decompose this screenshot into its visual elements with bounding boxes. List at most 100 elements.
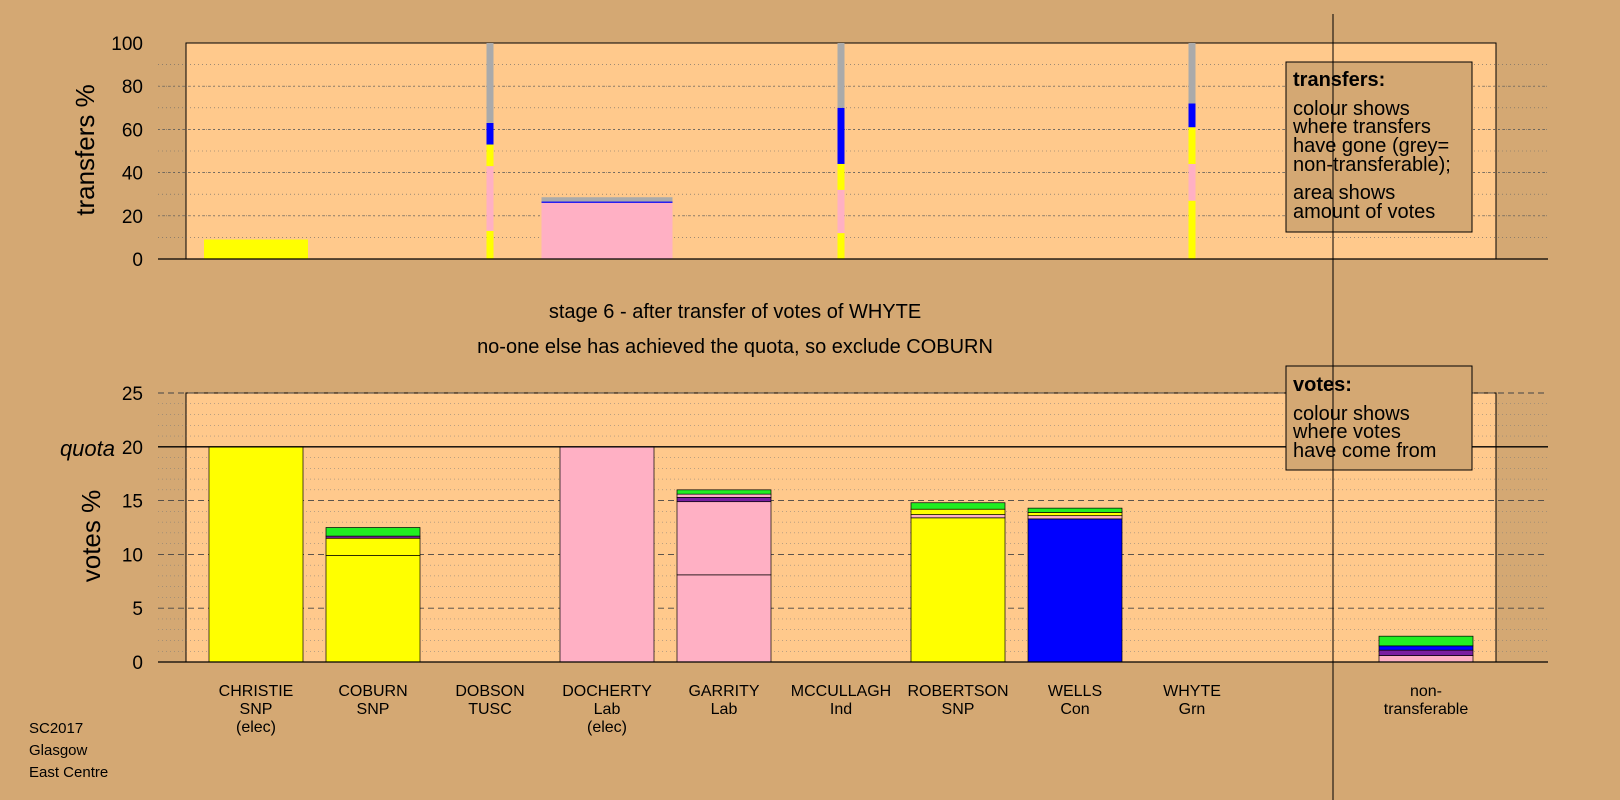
- vote-bar-segment: [559, 446, 655, 663]
- vote-bar-segment: [1378, 635, 1474, 647]
- transfer-bar-segment: [837, 189, 845, 234]
- footer: SC2017 Glasgow East Centre: [29, 720, 108, 781]
- candidate-label: MCCULLAGH: [791, 683, 891, 700]
- candidate-label: (elec): [236, 719, 276, 736]
- transfers-tick-label: 60: [122, 120, 143, 141]
- vote-bar-segment: [1027, 515, 1123, 520]
- candidate-label: WELLS: [1048, 683, 1102, 700]
- transfer-bar-segment: [541, 201, 673, 203]
- transfers-tick-label: 20: [122, 207, 143, 228]
- transfer-bar-segment: [486, 43, 494, 123]
- transfer-bar-segment: [486, 230, 494, 259]
- transfers-tick-label: 40: [122, 164, 143, 185]
- vote-bar-segment: [676, 493, 772, 498]
- transfers-y-axis-title: transfers %: [70, 84, 100, 216]
- votes-tick-label: 25: [122, 384, 143, 405]
- vote-bar-segment: [676, 489, 772, 495]
- votes-tick-label: 5: [132, 599, 143, 620]
- votes-y-axis-title: votes %: [76, 490, 106, 583]
- transfer-bar-segment: [1188, 200, 1196, 259]
- transfer-bar-segment: [1188, 103, 1196, 128]
- transfers-legend-line: area shows: [1293, 182, 1395, 204]
- votes-legend-box: [1285, 365, 1473, 471]
- candidate-label: non-: [1410, 683, 1442, 700]
- transfer-bar-segment: [1188, 43, 1196, 104]
- transfers-legend-title: transfers:: [1293, 69, 1385, 91]
- footer-ward: East Centre: [29, 764, 108, 781]
- candidate-label: SNP: [942, 701, 975, 718]
- gridlines: [158, 64, 1548, 652]
- transfer-bar-segment: [486, 122, 494, 145]
- transfers-tick-label: 80: [122, 77, 143, 98]
- transfer-bar-segment: [837, 163, 845, 190]
- footer-election: SC2017: [29, 720, 83, 737]
- transfers-legend-line: have gone (grey=: [1293, 135, 1449, 157]
- transfer-bar-segment: [486, 144, 494, 167]
- candidate-label: Con: [1060, 701, 1089, 718]
- transfer-bar-segment: [541, 197, 673, 202]
- transfer-bar-segment: [837, 233, 845, 259]
- transfer-bar-segment: [1188, 127, 1196, 164]
- vote-bar-segment: [676, 501, 772, 576]
- transfer-bar-segment: [837, 107, 845, 164]
- vote-bar-segment: [676, 574, 772, 663]
- candidate-label: transferable: [1384, 701, 1469, 718]
- candidate-label: Ind: [830, 701, 852, 718]
- vote-bar-segment: [325, 555, 421, 663]
- footer-council: Glasgow: [29, 742, 88, 759]
- vote-bar-segment: [1378, 649, 1474, 656]
- vote-bar-segment: [1378, 645, 1474, 651]
- transfers-legend-line: non-transferable);: [1293, 154, 1451, 176]
- candidate-label: WHYTE: [1163, 683, 1221, 700]
- transfers-legend: transfers: colour shows where transfers …: [1285, 61, 1473, 233]
- vote-bar-segment: [910, 517, 1006, 663]
- vote-bar-segment: [325, 527, 421, 537]
- votes-tick-label: 10: [122, 545, 143, 566]
- candidate-label: ROBERTSON: [907, 683, 1008, 700]
- tick-labels: 0 20 40 60 80 100 0 5 10 15 20 25: [111, 34, 143, 674]
- transfer-bar-segment: [541, 202, 673, 259]
- vote-bar-segment: [910, 514, 1006, 519]
- vote-bar-segment: [910, 508, 1006, 515]
- stage-action: no-one else has achieved the quota, so e…: [477, 336, 993, 358]
- vote-bar-segment: [676, 497, 772, 503]
- transfers-legend-line: colour shows: [1293, 98, 1410, 120]
- votes-legend-line: have come from: [1293, 440, 1436, 462]
- candidate-label: SNP: [240, 701, 273, 718]
- votes-legend-title: votes:: [1293, 374, 1352, 396]
- transfers-tick-label: 100: [111, 34, 143, 55]
- transfer-bar-segment: [486, 166, 494, 231]
- transfers-legend-line: where transfers: [1292, 116, 1431, 138]
- vote-bar-segment: [1378, 655, 1474, 663]
- bars: [204, 43, 1474, 663]
- vote-bar-segment: [1027, 512, 1123, 517]
- candidate-label: SNP: [357, 701, 390, 718]
- votes-tick-label: 20: [122, 438, 143, 459]
- candidate-labels: CHRISTIESNP(elec)COBURNSNPDOBSONTUSCDOCH…: [219, 683, 1469, 736]
- votes-legend-line: colour shows: [1293, 403, 1410, 425]
- transfer-bar-segment: [204, 239, 308, 259]
- vote-bar-segment: [1027, 518, 1123, 663]
- transfer-bar-segment: [837, 43, 845, 108]
- stage-heading: stage 6 - after transfer of votes of WHY…: [549, 301, 921, 323]
- votes-legend: votes: colour shows where votes have com…: [1285, 365, 1473, 471]
- vote-bar-segment: [1027, 507, 1123, 513]
- transfer-bar-segment: [1188, 163, 1196, 201]
- candidate-label: (elec): [587, 719, 627, 736]
- candidate-label: Grn: [1179, 701, 1206, 718]
- candidate-label: Lab: [711, 701, 738, 718]
- candidate-label: TUSC: [468, 701, 512, 718]
- candidate-label: DOBSON: [455, 683, 524, 700]
- votes-tick-label: 15: [122, 492, 143, 513]
- transfers-tick-label: 0: [132, 250, 143, 271]
- votes-legend-line: where votes: [1292, 421, 1401, 443]
- transfers-legend-box: [1285, 61, 1473, 233]
- candidate-label: CHRISTIE: [219, 683, 294, 700]
- candidate-label: Lab: [594, 701, 621, 718]
- quota-label: quota: [60, 436, 115, 461]
- vote-bar-segment: [208, 446, 304, 663]
- candidate-label: COBURN: [338, 683, 407, 700]
- votes-tick-label: 0: [132, 653, 143, 674]
- transfers-legend-line: amount of votes: [1293, 201, 1435, 223]
